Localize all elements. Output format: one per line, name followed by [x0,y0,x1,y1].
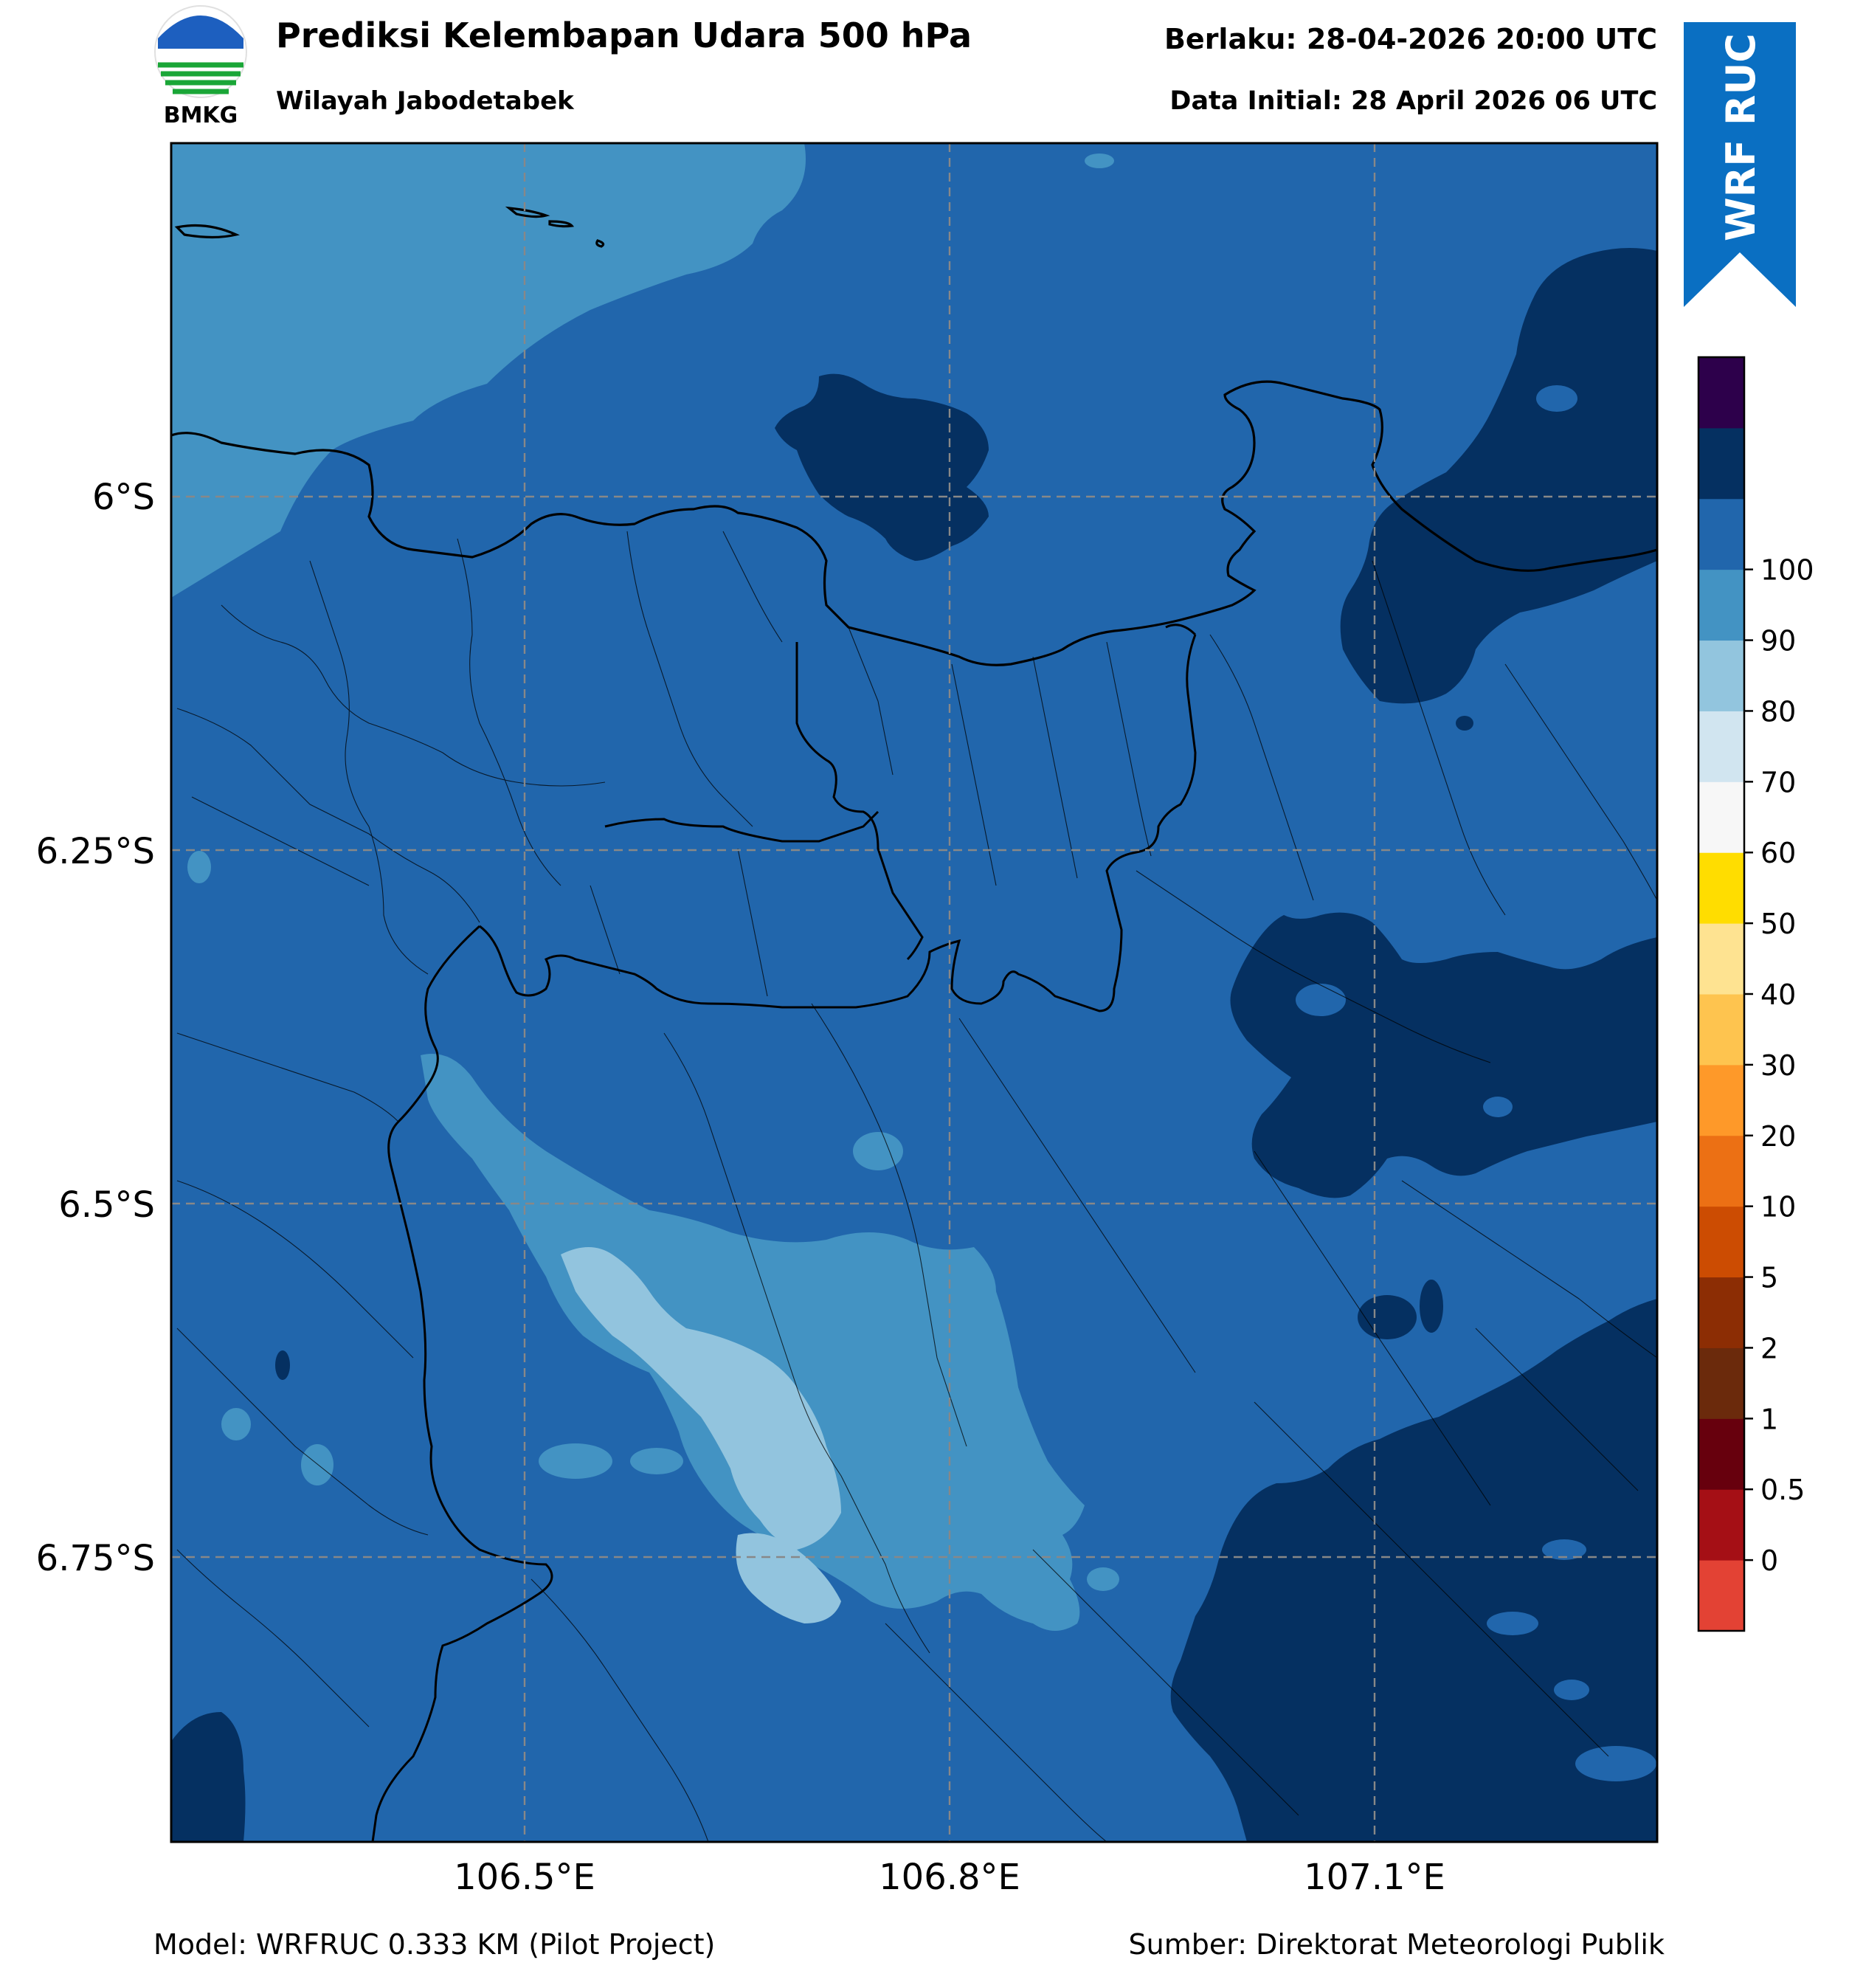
colorbar-label: 1 [1760,1403,1778,1435]
colorbar-label: 2 [1760,1332,1778,1364]
level-60-70-south-b [736,1533,841,1623]
level-80-90-pocket [1296,984,1346,1016]
colorbar-segment [1698,1560,1744,1632]
colorbar-segment [1698,569,1744,641]
level-90-100-southeast [1170,1299,1657,1842]
colorbar-segment [1698,1347,1744,1419]
level-90-100-southwest [171,1712,246,1842]
lat-label: 6.75°S [36,1538,155,1579]
colorbar-segment [1698,1206,1744,1278]
colorbar-segment [1698,640,1744,711]
colorbar-segment [1698,923,1744,995]
level-70-80-patch [630,1448,683,1474]
level-70-80-patch [1087,1567,1119,1591]
level-90-100-patch [1456,716,1473,731]
colorbar-label: 10 [1760,1191,1796,1223]
colorbar-label: 50 [1760,908,1796,940]
level-70-80-nw [171,143,806,598]
humidity-map [171,143,1657,1842]
level-80-90-pocket [1554,1680,1589,1700]
graticule [171,143,1657,1842]
level-70-80-patch [853,1132,903,1170]
level-80-90-pocket [1487,1612,1538,1635]
colorbar-segment [1698,1064,1744,1136]
colorbar: 0 0.5 1 2 5 10 20 30 40 50 60 70 80 90 100 [1697,356,1814,1632]
valid-time: Berlaku: 28-04-2026 20:00 UTC [1164,23,1657,55]
colorbar-segment [1698,1418,1744,1490]
colorbar-segment [1698,1277,1744,1348]
level-70-80-patch [1085,153,1114,168]
colorbar-segment [1698,994,1744,1066]
province-boundaries [371,624,1197,1842]
colorbar-label: 0 [1760,1545,1778,1577]
level-80-90-pocket [1542,1539,1586,1560]
source-note: Sumber: Direktorat Meteorologi Publik [1129,1928,1665,1961]
colorbar-label: 40 [1760,979,1796,1011]
colorbar-label: 30 [1760,1049,1796,1082]
colorbar-label: 5 [1760,1262,1778,1294]
wrf-ruc-badge: WRF RUC [1684,22,1796,307]
colorbar-segment [1698,711,1744,782]
page-title: Prediksi Kelembapan Udara 500 hPa [276,15,972,55]
colorbar-segment [1698,1489,1744,1561]
level-90-100-patch [1420,1280,1443,1333]
level-70-80-patch [221,1408,251,1440]
coastline [171,206,1657,666]
latitude-labels: 6°S 6.25°S 6.5°S 6.75°S [36,477,155,1579]
level-60-70-south [561,1247,841,1550]
lon-label: 106.5°E [454,1857,595,1898]
level-80-90-pocket [1483,1097,1513,1117]
level-90-100-east [1230,912,1657,1198]
bmkg-logo: BMKG [154,5,247,128]
badge-text: WRF RUC [1718,33,1764,241]
colorbar-segment [1698,498,1744,570]
level-90-100-northeast [1340,248,1657,704]
district-boundaries [176,531,1657,1842]
lon-label: 107.1°E [1304,1857,1445,1898]
colorbar-segment [1698,427,1744,500]
logo-text: BMKG [164,103,238,128]
map-frame [170,142,1659,1843]
page-subtitle: Wilayah Jabodetabek [276,86,575,116]
colorbar-label: 0.5 [1760,1474,1805,1506]
colorbar-label: 60 [1760,837,1796,869]
level-70-80-south [421,1054,1085,1631]
colorbar-segment [1698,852,1744,924]
level-80-90-pocket [1536,385,1577,412]
longitude-labels: 106.5°E 106.8°E 107.1°E [454,1857,1445,1898]
lat-label: 6°S [92,477,155,518]
level-90-100-patch [275,1350,290,1380]
level-90-100-patch [1358,1295,1417,1339]
colorbar-label: 90 [1760,625,1796,658]
colorbar-segment [1698,357,1744,429]
colorbar-segment [1698,1135,1744,1207]
colorbar-label: 80 [1760,695,1796,728]
level-70-80-patch [187,851,211,883]
initial-time: Data Initial: 28 April 2026 06 UTC [1169,86,1657,116]
level-70-80-patch [301,1444,333,1485]
lon-label: 106.8°E [879,1857,1020,1898]
colorbar-label: 100 [1760,554,1814,587]
model-note: Model: WRFRUC 0.333 KM (Pilot Project) [153,1928,715,1961]
colorbar-segment [1698,781,1744,853]
lat-label: 6.25°S [36,831,155,872]
colorbar-label: 20 [1760,1120,1796,1153]
level-90-100-north-center [775,373,989,561]
level-70-80-patch [539,1443,612,1479]
colorbar-label: 70 [1760,766,1796,798]
lat-label: 6.5°S [58,1184,155,1226]
level-80-90-pocket [1575,1746,1656,1781]
